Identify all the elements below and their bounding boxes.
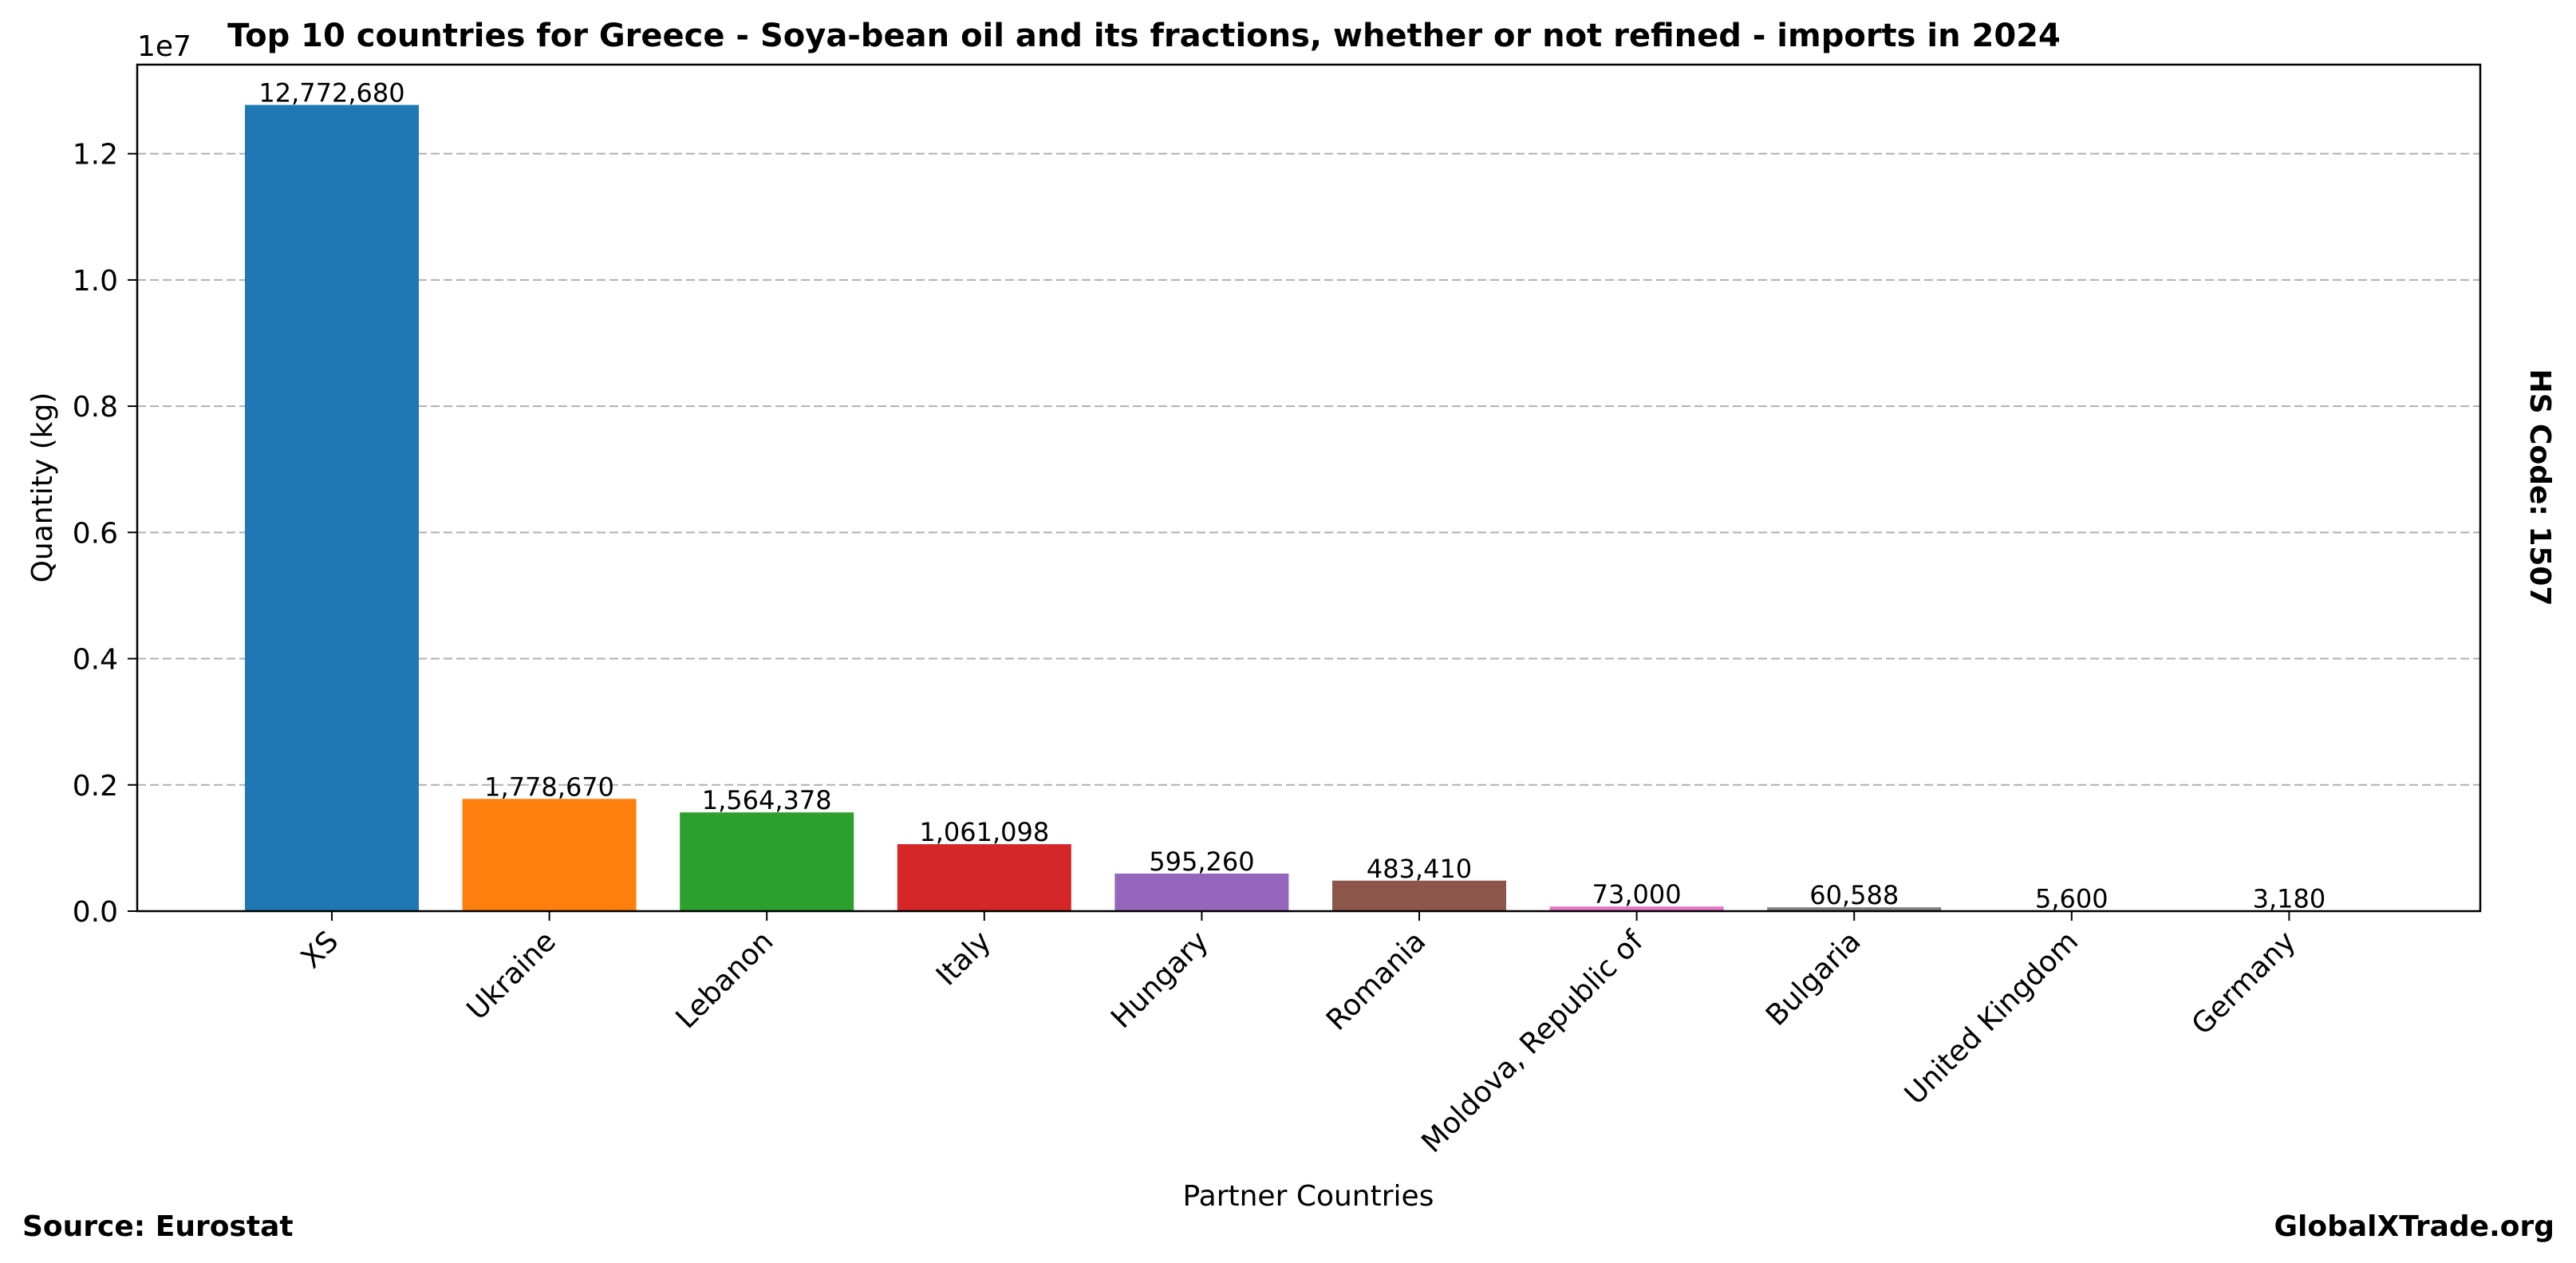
data-label: 1,778,670 [484,772,614,802]
bar [1332,880,1506,911]
x-tick-label: Bulgaria [1760,925,1868,1032]
bar [1549,906,1724,911]
data-labels: 12,772,680 1,778,670 1,564,378 1,061,098 595… [258,78,2326,914]
x-tick-label: Italy [930,925,997,992]
data-label: 5,600 [2035,884,2109,914]
bar [1114,873,1289,911]
source-label: Source: Eurostat [22,1210,294,1243]
data-label: 595,260 [1149,847,1254,877]
y-tick-label: 0.2 [73,770,118,803]
bar [245,105,419,911]
y-tick-label: 0.6 [73,517,118,550]
chart-title: Top 10 countries for Greece - Soya-bean … [227,18,2061,54]
brand-label: GlobalXTrade.org [2274,1210,2554,1243]
hs-code-label: HS Code: 1507 [2523,369,2556,606]
bar [897,844,1071,911]
y-tick-label: 0.4 [73,644,118,677]
x-axis-ticks: XS Ukraine Lebanon Italy Hungary RomaniaMoldo… [295,911,2302,1159]
data-label: 3,180 [2253,884,2326,914]
x-tick-label: Hungary [1105,925,1215,1035]
x-axis-label: Partner Countries [1183,1180,1434,1213]
x-tick-label: Ukraine [461,925,562,1026]
data-label: 483,410 [1367,854,1472,884]
y-axis-label: Quantity (kg) [26,393,59,583]
data-label: 12,772,680 [258,78,404,109]
bar [462,799,637,911]
y-tick-label: 1.2 [73,139,118,172]
x-tick-label: United Kingdom [1899,925,2085,1111]
y-multiplier-label: 1e7 [137,30,191,63]
x-tick-label: Moldova, Republic of [1415,924,1651,1159]
gridlines [137,152,2480,786]
plot-frame [136,63,2482,913]
data-label: 1,061,098 [919,817,1049,847]
x-tick-label: Germany [2186,925,2302,1041]
data-label: 60,588 [1809,880,1899,910]
bar [680,812,854,911]
data-label: 73,000 [1592,879,1682,910]
x-tick-label: Romania [1320,925,1432,1036]
y-tick-label: 0.8 [73,391,118,424]
bars [245,105,2377,912]
x-tick-label: XS [295,925,345,975]
y-tick-label: 1.0 [73,265,118,298]
y-axis-ticks: 0.0 0.2 0.4 0.6 0.8 1.0 1.2 [73,139,137,929]
x-tick-label: Lebanon [670,925,780,1035]
bar [1767,907,1942,911]
y-tick-label: 0.0 [73,896,118,929]
data-label: 1,564,378 [702,785,832,815]
